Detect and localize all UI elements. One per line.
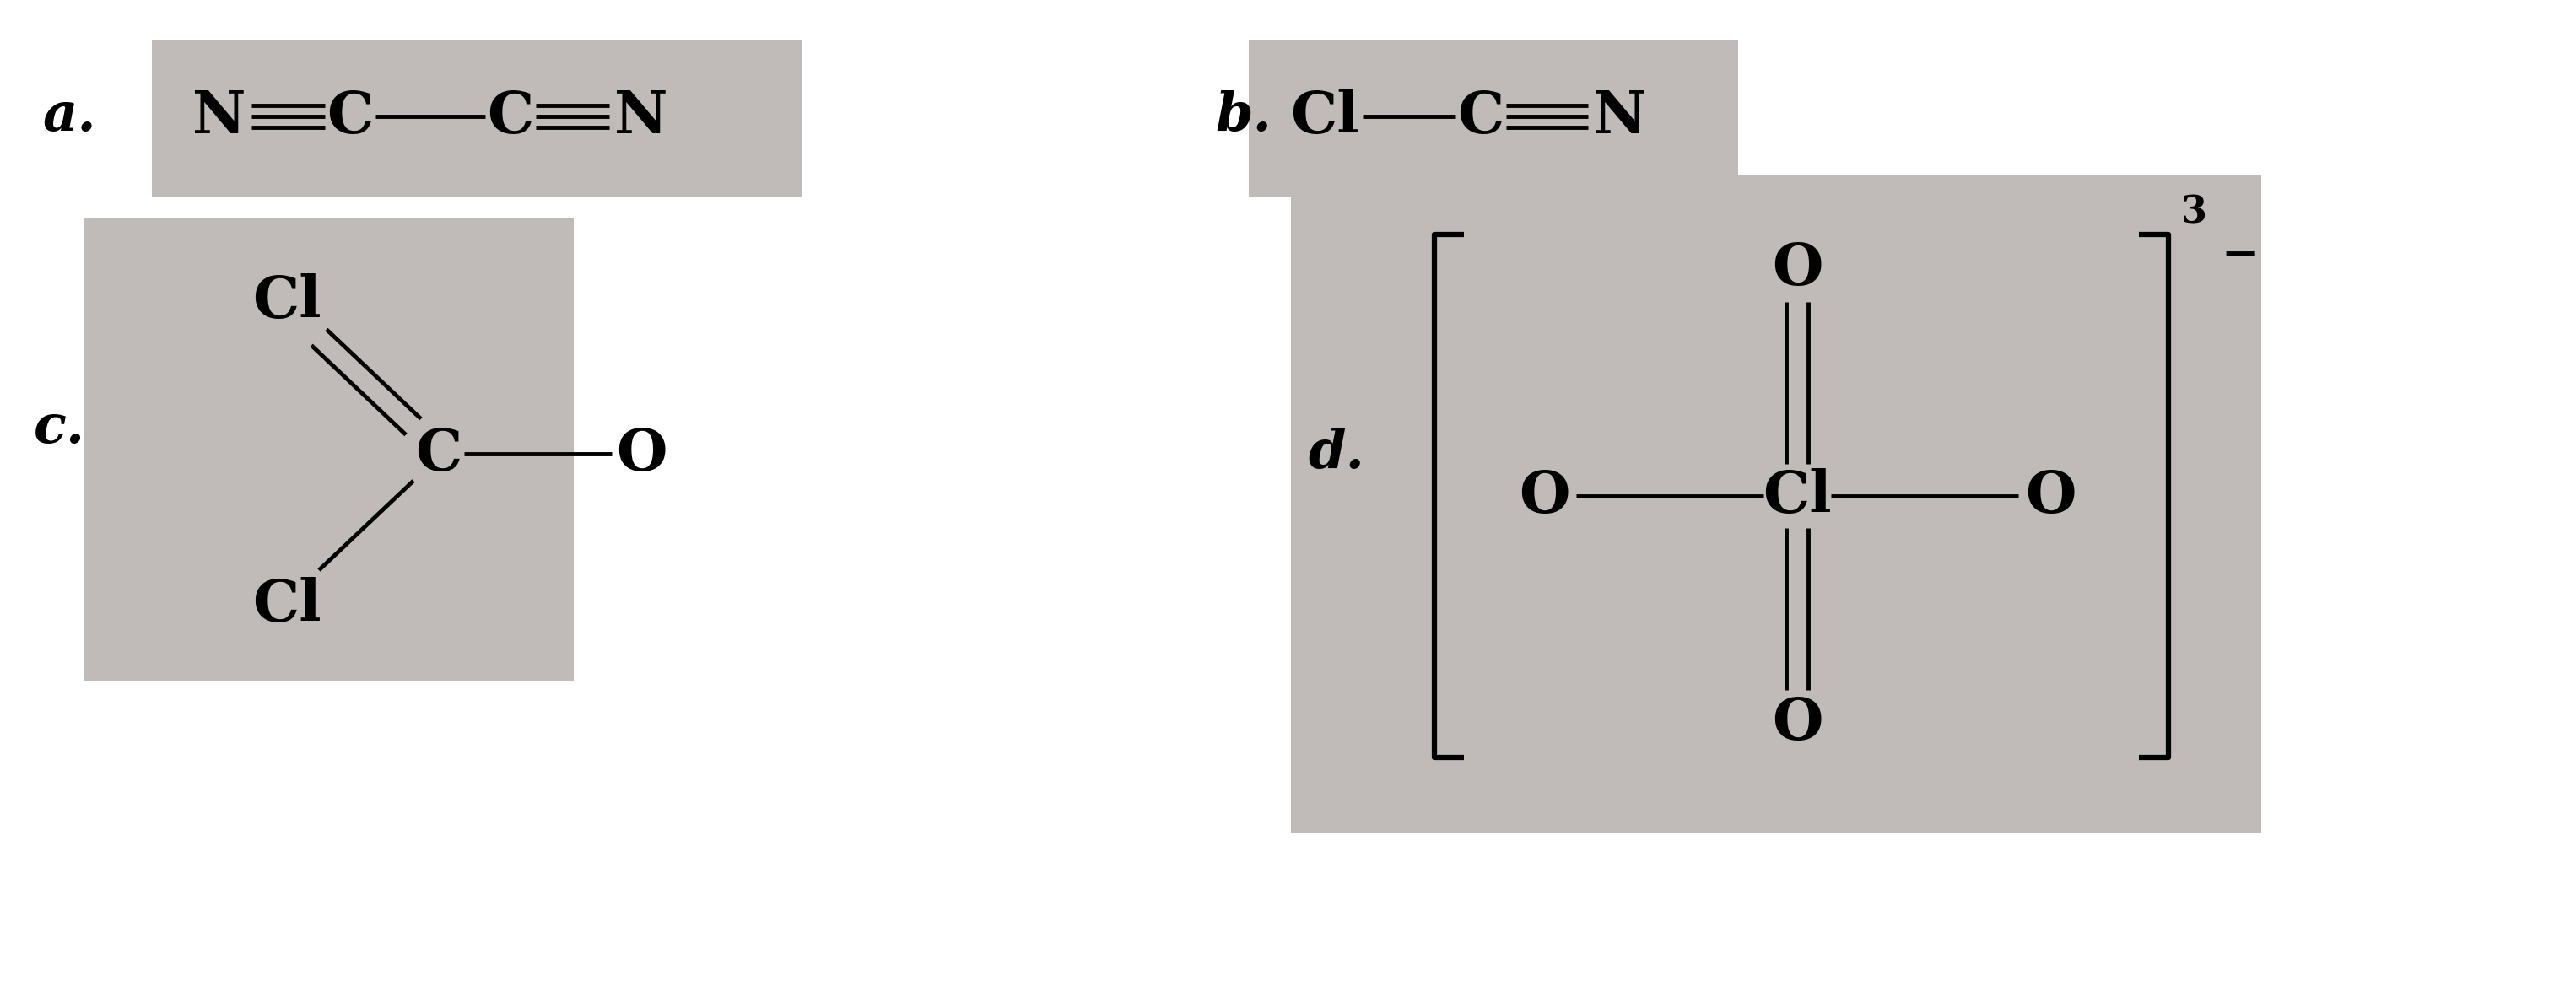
Text: Cl: Cl — [1762, 468, 1832, 524]
Text: Cl: Cl — [1291, 88, 1360, 144]
Text: N: N — [1592, 88, 1646, 144]
Bar — [1291, 175, 1502, 834]
Text: b.: b. — [1216, 90, 1273, 142]
Bar — [1249, 40, 1443, 196]
Text: C: C — [1458, 88, 1504, 144]
Text: N: N — [616, 88, 667, 144]
Bar — [1502, 175, 2136, 834]
Text: N: N — [193, 88, 247, 144]
Text: Cl: Cl — [252, 274, 322, 331]
Bar — [85, 217, 574, 681]
Text: a.: a. — [41, 90, 95, 142]
Bar — [1443, 40, 1739, 196]
Bar — [2136, 175, 2262, 834]
Text: C: C — [415, 426, 461, 482]
Text: O: O — [616, 426, 667, 482]
Text: C: C — [327, 88, 374, 144]
Text: Cl: Cl — [252, 577, 322, 634]
Bar — [531, 40, 801, 196]
Text: O: O — [1772, 239, 1824, 297]
Text: 3: 3 — [2182, 194, 2208, 230]
Text: c.: c. — [33, 403, 85, 454]
Text: −: − — [2221, 234, 2259, 278]
Text: O: O — [1520, 468, 1569, 524]
Text: O: O — [2025, 468, 2076, 524]
Text: C: C — [487, 88, 533, 144]
Bar — [152, 40, 531, 196]
Text: O: O — [1772, 695, 1824, 752]
Text: d.: d. — [1309, 428, 1365, 480]
